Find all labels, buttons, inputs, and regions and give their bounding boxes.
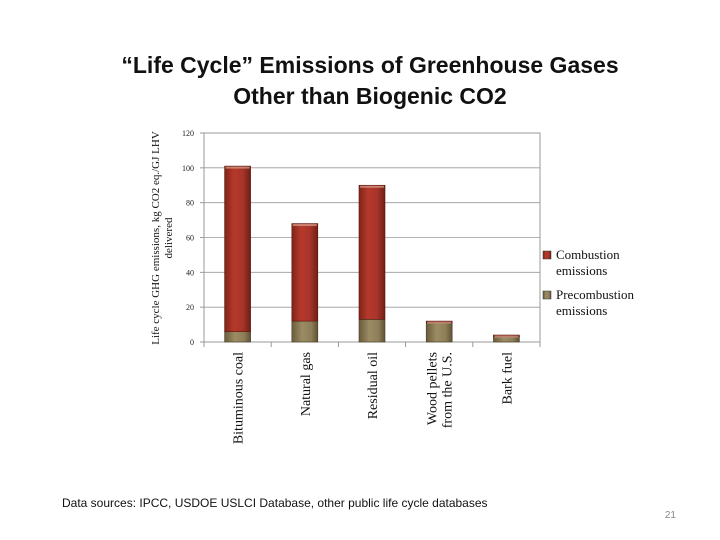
y-tick-label: 100 <box>182 164 194 173</box>
y-tick-label: 120 <box>182 129 194 138</box>
slide-title: “Life Cycle” Emissions of Greenhouse Gas… <box>0 50 720 112</box>
slide-title-line-2: Other than Biogenic CO2 <box>233 83 507 109</box>
bar-precombustion-4 <box>493 336 520 343</box>
bar-highlight-2 <box>360 185 384 188</box>
x-category-label: Bark fuel <box>500 352 515 405</box>
y-tick-label: 40 <box>186 268 194 277</box>
bar-highlight-1 <box>292 224 317 227</box>
legend-swatch-precombustion <box>542 290 552 300</box>
legend-label-combustion: Combustion emissions <box>556 247 620 278</box>
legend-label-precombustion: Precombustion emissions <box>556 287 634 318</box>
bar-precombustion-2 <box>358 319 386 343</box>
x-category-label: Residual oil <box>366 352 381 419</box>
y-tick-label: 0 <box>190 338 194 347</box>
bar-precombustion-1 <box>291 320 319 343</box>
bar-combustion-0 <box>224 165 251 332</box>
bar-highlight-4 <box>494 335 519 338</box>
bar-combustion-2 <box>358 184 386 320</box>
page-number: 21 <box>664 510 676 521</box>
bar-precombustion-0 <box>224 331 251 343</box>
x-category-label: Natural gas <box>299 352 314 416</box>
x-category-label: Wood pelletsfrom the U.S. <box>426 352 456 428</box>
bar-highlight-0 <box>225 166 250 169</box>
y-axis-label: Life cycle GHG emissions, kg CO2 eq./GJ … <box>150 131 175 345</box>
y-tick-label: 20 <box>186 303 194 312</box>
bar-highlight-3 <box>427 321 452 324</box>
y-tick-label: 80 <box>186 199 194 208</box>
data-sources-note: Data sources: IPCC, USDOE USLCI Database… <box>62 496 488 510</box>
legend-swatch-combustion <box>542 250 552 260</box>
bar-precombustion-3 <box>425 322 453 343</box>
y-tick-label: 60 <box>186 234 194 243</box>
bar-combustion-1 <box>291 223 319 322</box>
x-category-label: Bituminous coal <box>232 352 247 444</box>
slide-title-line-1: “Life Cycle” Emissions of Greenhouse Gas… <box>121 52 619 78</box>
